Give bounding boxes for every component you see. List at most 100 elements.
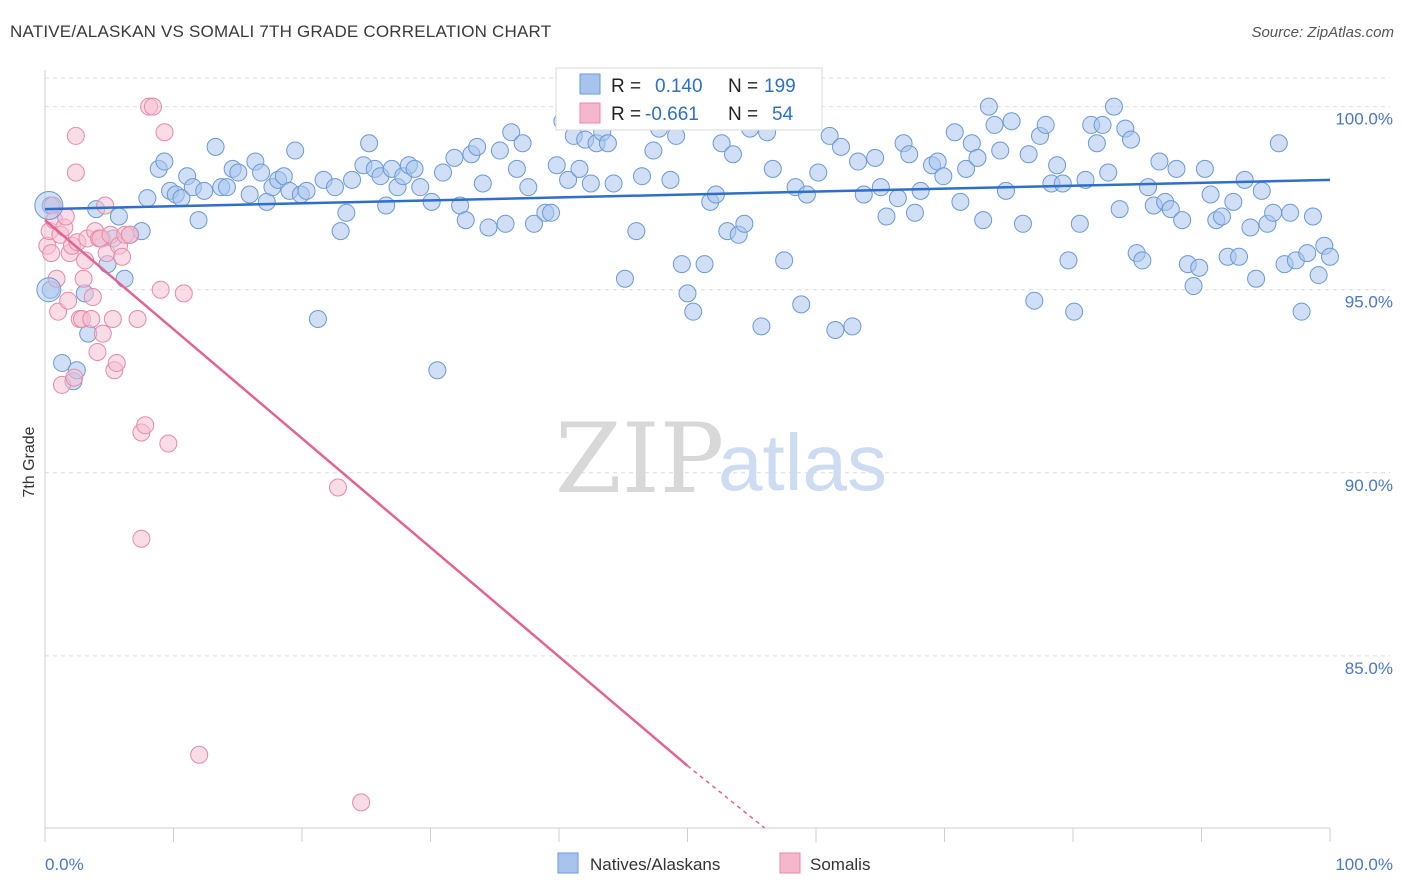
- point-natives: [445, 148, 464, 167]
- point-natives: [832, 137, 851, 156]
- point-natives: [1099, 163, 1118, 182]
- watermark-atlas: atlas: [718, 418, 887, 507]
- point-natives: [1247, 269, 1266, 288]
- point-somalis: [132, 529, 151, 548]
- point-natives: [1230, 247, 1249, 266]
- point-somalis: [65, 368, 84, 387]
- point-natives: [240, 185, 259, 204]
- point-natives: [604, 174, 623, 193]
- point-natives: [496, 214, 515, 233]
- point-natives: [559, 170, 578, 189]
- point-natives: [195, 181, 214, 200]
- point-natives: [979, 97, 998, 116]
- y-tick-label: 90.0%: [1345, 476, 1393, 495]
- point-natives: [308, 310, 327, 329]
- watermark: ZIP atlas: [555, 403, 887, 515]
- point-natives: [189, 211, 208, 230]
- point-somalis: [190, 745, 209, 764]
- tick-labels: 85.0% 90.0% 95.0% 100.0% 0.0% 100.0%: [45, 110, 1393, 874]
- point-somalis: [82, 310, 101, 329]
- point-natives: [945, 123, 964, 142]
- legend-swatch-somalis: [579, 102, 601, 124]
- grid-lines: [45, 77, 1390, 657]
- point-natives: [820, 126, 839, 145]
- point-natives: [968, 148, 987, 167]
- point-natives: [1002, 112, 1021, 131]
- point-natives: [1195, 159, 1214, 178]
- point-natives: [974, 211, 993, 230]
- point-natives: [360, 134, 379, 153]
- point-somalis: [113, 247, 132, 266]
- source-label: Source: ZipAtlas.com: [1251, 24, 1394, 41]
- point-natives: [1121, 130, 1140, 149]
- point-natives: [343, 170, 362, 189]
- point-somalis: [93, 324, 112, 343]
- point-natives: [1065, 302, 1084, 321]
- point-natives: [428, 361, 447, 380]
- point-natives: [826, 320, 845, 339]
- point-natives: [661, 170, 680, 189]
- point-natives: [1298, 244, 1317, 263]
- point-natives: [1025, 291, 1044, 310]
- point-natives: [627, 222, 646, 241]
- point-somalis: [159, 434, 178, 453]
- point-natives: [479, 218, 498, 237]
- point-natives: [1070, 214, 1089, 233]
- point-natives: [473, 174, 492, 193]
- point-natives: [519, 178, 538, 197]
- point-natives: [115, 269, 134, 288]
- point-natives: [684, 302, 703, 321]
- legend-r-label-1: R =: [611, 76, 641, 97]
- point-natives: [297, 181, 316, 200]
- point-natives: [900, 145, 919, 164]
- point-natives: [1309, 266, 1328, 285]
- point-somalis: [120, 225, 139, 244]
- point-natives: [456, 211, 475, 230]
- point-natives: [735, 214, 754, 233]
- point-somalis: [66, 126, 85, 145]
- point-natives: [1133, 251, 1152, 270]
- series-legend: Natives/Alaskans Somalis: [557, 852, 870, 874]
- point-natives: [678, 284, 697, 303]
- point-natives: [905, 203, 924, 222]
- point-natives: [843, 317, 862, 336]
- point-natives: [1212, 207, 1231, 226]
- point-somalis: [66, 163, 85, 182]
- chart-title: NATIVE/ALASKAN VS SOMALI 7TH GRADE CORRE…: [10, 22, 552, 41]
- series-legend-swatch-natives: [557, 852, 579, 874]
- point-natives: [1292, 302, 1311, 321]
- point-somalis: [74, 269, 93, 288]
- point-somalis: [83, 288, 102, 307]
- point-somalis: [155, 123, 174, 142]
- point-somalis: [143, 97, 162, 116]
- point-natives: [331, 222, 350, 241]
- point-natives: [217, 178, 236, 197]
- point-natives: [1190, 258, 1209, 277]
- point-natives: [507, 159, 526, 178]
- point-natives: [1167, 159, 1186, 178]
- point-natives: [871, 178, 890, 197]
- trend-lines: [44, 178, 1331, 829]
- y-tick-label: 100.0%: [1335, 110, 1393, 129]
- point-natives: [34, 190, 64, 220]
- point-natives: [422, 192, 441, 211]
- point-natives: [1093, 115, 1112, 134]
- point-natives: [1269, 134, 1288, 153]
- point-natives: [337, 203, 356, 222]
- point-natives: [1224, 192, 1243, 211]
- point-somalis: [103, 310, 122, 329]
- legend-r-value-1: 0.140: [655, 76, 703, 97]
- legend-r-label-2: R =: [611, 104, 641, 125]
- legend-n-label-1: N =: [728, 76, 758, 97]
- point-natives: [1036, 115, 1055, 134]
- point-natives: [1104, 97, 1123, 116]
- series-legend-somalis: Somalis: [810, 855, 870, 874]
- point-somalis: [328, 478, 347, 497]
- point-natives: [229, 163, 248, 182]
- point-natives: [502, 123, 521, 142]
- point-natives: [934, 167, 953, 186]
- point-natives: [1013, 214, 1032, 233]
- point-natives: [490, 141, 509, 160]
- point-natives: [712, 134, 731, 153]
- point-natives: [911, 181, 930, 200]
